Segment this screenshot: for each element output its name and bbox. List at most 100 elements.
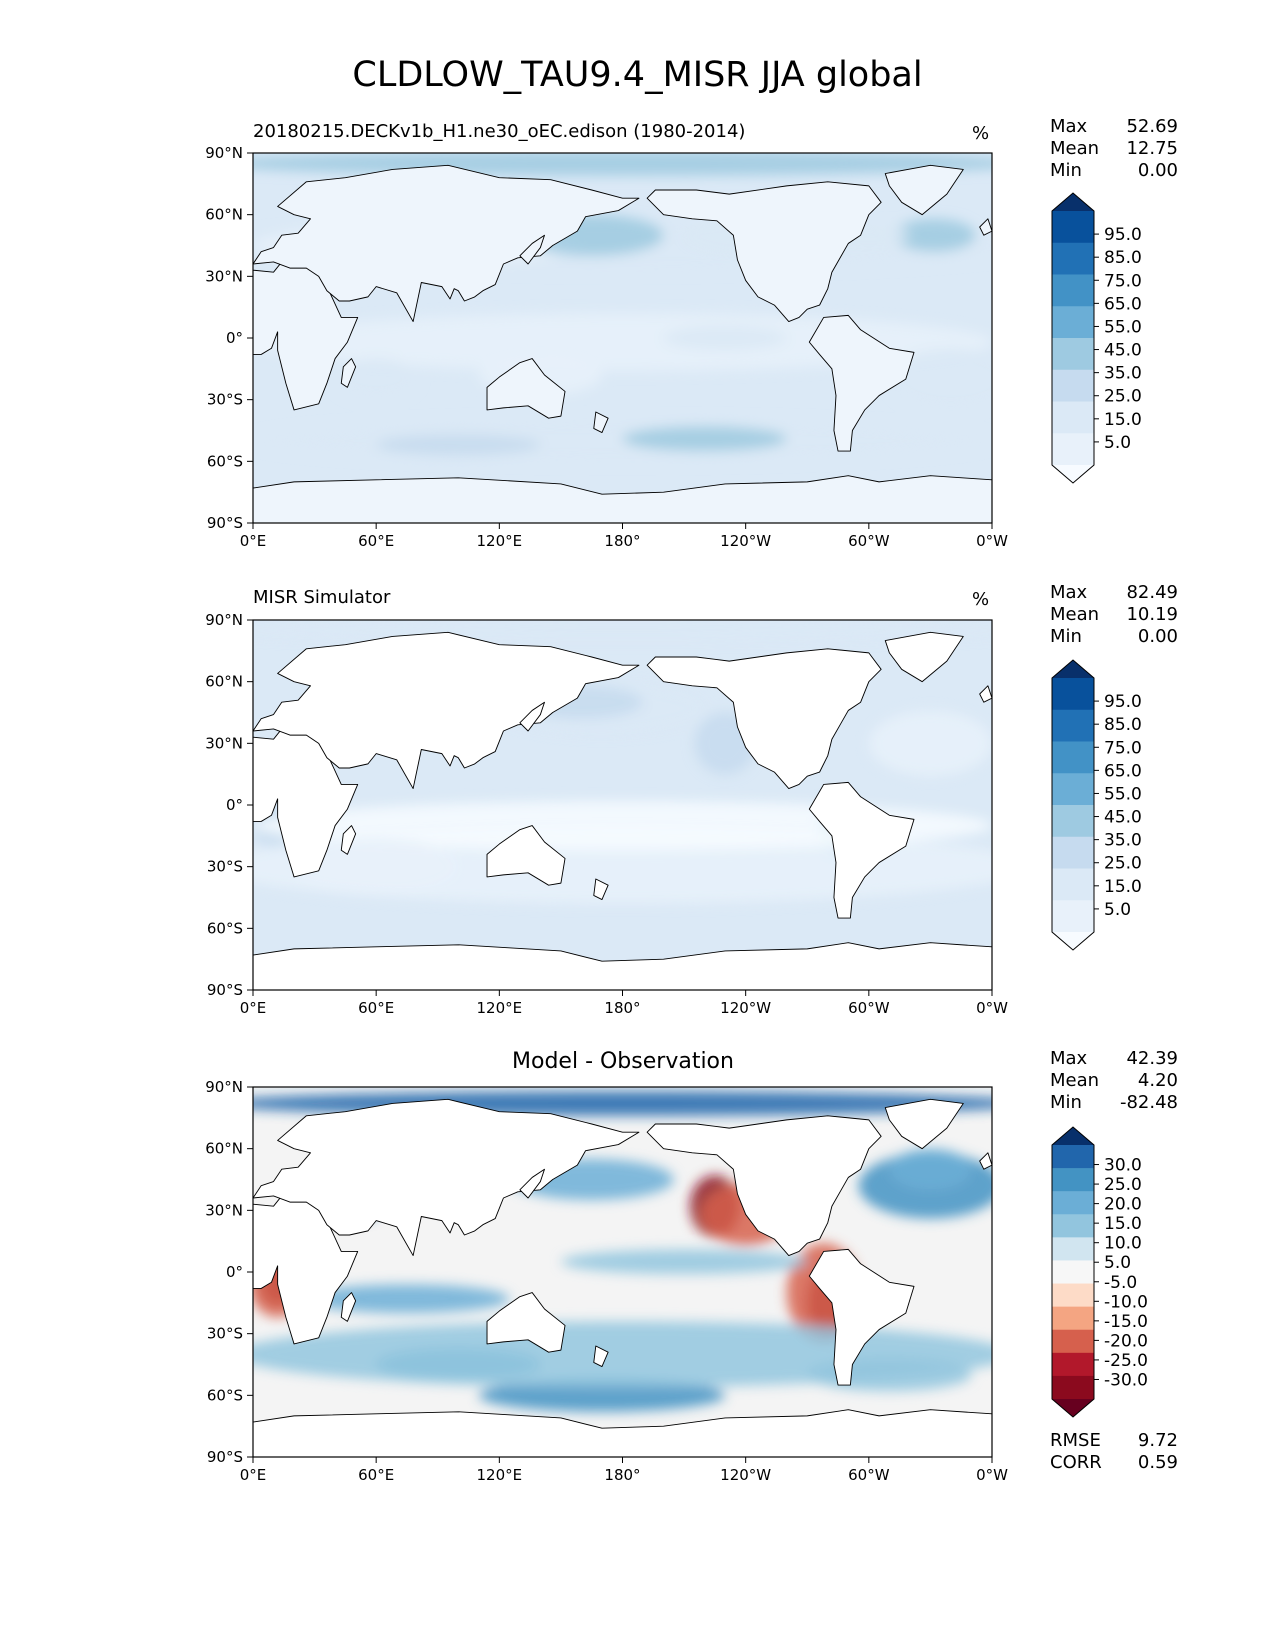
colorbar-label: -20.0 [1104, 1331, 1148, 1351]
y-tick-label: 90°S [207, 981, 243, 999]
y-tick-label: 30°S [207, 391, 243, 409]
colorbar-bin [1052, 868, 1094, 901]
colorbar-label: 25.0 [1104, 387, 1142, 407]
x-tick-label: 60°E [358, 532, 394, 550]
field-blob [622, 426, 787, 452]
field-blob [376, 434, 541, 456]
colorbar-label: 95.0 [1104, 692, 1142, 712]
x-tick-label: 60°E [358, 999, 394, 1017]
x-tick-label: 0°E [240, 1466, 267, 1484]
panel-1-units: % [972, 123, 990, 144]
colorbar-label: 55.0 [1104, 784, 1142, 804]
field-blob [889, 1148, 972, 1190]
x-tick-label: 60°W [848, 999, 890, 1017]
stat-label: Min [1050, 626, 1082, 647]
colorbar-bin [1052, 1237, 1094, 1261]
y-tick-label: 60°N [205, 1140, 243, 1158]
colorbar-bin [1052, 1260, 1094, 1285]
colorbar-label: -30.0 [1104, 1370, 1148, 1390]
x-tick-label: 0°W [976, 532, 1008, 550]
y-tick-label: 60°N [205, 206, 243, 224]
colorbar-label: 75.0 [1104, 738, 1142, 758]
field-blob [304, 1284, 510, 1314]
colorbar-extend-bottom [1052, 465, 1094, 483]
colorbar-bin [1052, 1168, 1094, 1192]
panel-2-stats: Max 82.49 Mean 10.19 Min 0.00 [1050, 582, 1178, 648]
stat-mean: 10.19 [1126, 604, 1178, 625]
stat-max: 82.49 [1126, 582, 1178, 603]
x-tick-label: 0°E [240, 532, 267, 550]
x-tick-label: 60°W [848, 532, 890, 550]
x-tick-label: 0°E [240, 999, 267, 1017]
colorbar-label: 15.0 [1104, 1214, 1142, 1234]
stat-label: Mean [1050, 1070, 1100, 1091]
colorbar-label: 35.0 [1104, 831, 1142, 851]
colorbar-bin [1052, 338, 1094, 371]
map-panel-1: 90°N 60°N 30°N 0° 30°S 60°S 90°S0°E 60°E 120°E 18… [205, 144, 1142, 550]
y-tick-label: 0° [226, 796, 243, 814]
colorbar-label: 45.0 [1104, 808, 1142, 828]
metric-corr: 0.59 [1137, 1452, 1178, 1473]
colorbar-label: 5.0 [1104, 1253, 1131, 1273]
colorbar-label: 25.0 [1104, 1175, 1142, 1195]
colorbar-2: 95.0 85.0 75.0 65.0 55.0 45.0 35.0 25.0 15.0 5.0 [1051, 659, 1142, 951]
colorbar-bin [1052, 805, 1094, 838]
map-field [253, 620, 992, 904]
x-tick-label: 120°W [720, 1466, 771, 1484]
figure-title: CLDLOW_TAU9.4_MISR JJA global [352, 55, 923, 95]
x-tick-label: 180° [604, 999, 640, 1017]
colorbar-label: -5.0 [1104, 1273, 1137, 1293]
colorbar-label: 75.0 [1104, 271, 1142, 291]
stat-mean: 12.75 [1126, 138, 1178, 159]
colorbar-label: 85.0 [1104, 715, 1142, 735]
colorbar-label: 65.0 [1104, 294, 1142, 314]
x-tick-label: 120°E [477, 1466, 523, 1484]
metric-rmse: 9.72 [1137, 1430, 1178, 1451]
colorbar-bin [1052, 678, 1094, 711]
y-tick-label: 30°N [205, 267, 243, 285]
stat-label: Max [1050, 1048, 1088, 1069]
colorbar-bin [1052, 1214, 1094, 1238]
colorbar-bin [1052, 433, 1094, 466]
colorbar-1: 95.0 85.0 75.0 65.0 55.0 45.0 35.0 25.0 15.0 5.0 [1051, 192, 1142, 484]
y-tick-label: 30°S [207, 1325, 243, 1343]
stat-label: Mean [1050, 138, 1100, 159]
colorbar-bin [1052, 773, 1094, 806]
y-tick-label: 60°S [207, 1386, 243, 1404]
colorbar-bin [1052, 211, 1094, 244]
colorbar-label: 10.0 [1104, 1234, 1142, 1254]
stat-min: 0.00 [1137, 626, 1178, 647]
field-blob [889, 348, 992, 410]
y-tick-label: 90°N [205, 611, 243, 629]
colorbar-label: 35.0 [1104, 364, 1142, 384]
stat-label: Min [1050, 1092, 1082, 1113]
colorbar-bin [1052, 1283, 1094, 1308]
x-tick-label: 60°W [848, 1466, 890, 1484]
y-tick-label: 30°N [205, 1201, 243, 1219]
y-tick-label: 90°N [205, 1078, 243, 1096]
panel-1-stats: Max 52.69 Mean 12.75 Min 0.00 [1050, 116, 1178, 182]
panel-3-metrics: RMSE 9.72 CORR 0.59 [1050, 1430, 1178, 1474]
colorbar-outline [1051, 1126, 1095, 1418]
colorbar-extend-top [1052, 660, 1094, 678]
colorbar-bin [1052, 274, 1094, 307]
field-blob [868, 710, 992, 777]
stat-label: Min [1050, 160, 1082, 181]
field-blob [253, 800, 992, 851]
colorbar-label: 20.0 [1104, 1195, 1142, 1215]
x-tick-label: 180° [604, 532, 640, 550]
stat-max: 52.69 [1126, 116, 1178, 137]
panel-2-title: MISR Simulator [253, 587, 391, 608]
metric-label: RMSE [1050, 1430, 1101, 1451]
y-tick-label: 0° [226, 329, 243, 347]
colorbar-label: 45.0 [1104, 341, 1142, 361]
x-tick-label: 0°W [976, 1466, 1008, 1484]
colorbar-label: 25.0 [1104, 854, 1142, 874]
colorbar-outline [1051, 192, 1095, 484]
colorbar-bin [1052, 1145, 1094, 1169]
colorbar-label: -10.0 [1104, 1292, 1148, 1312]
colorbar-bin [1052, 1306, 1094, 1331]
colorbar-bin [1052, 836, 1094, 869]
colorbar-label: 5.0 [1104, 900, 1131, 920]
y-tick-label: 90°N [205, 144, 243, 162]
